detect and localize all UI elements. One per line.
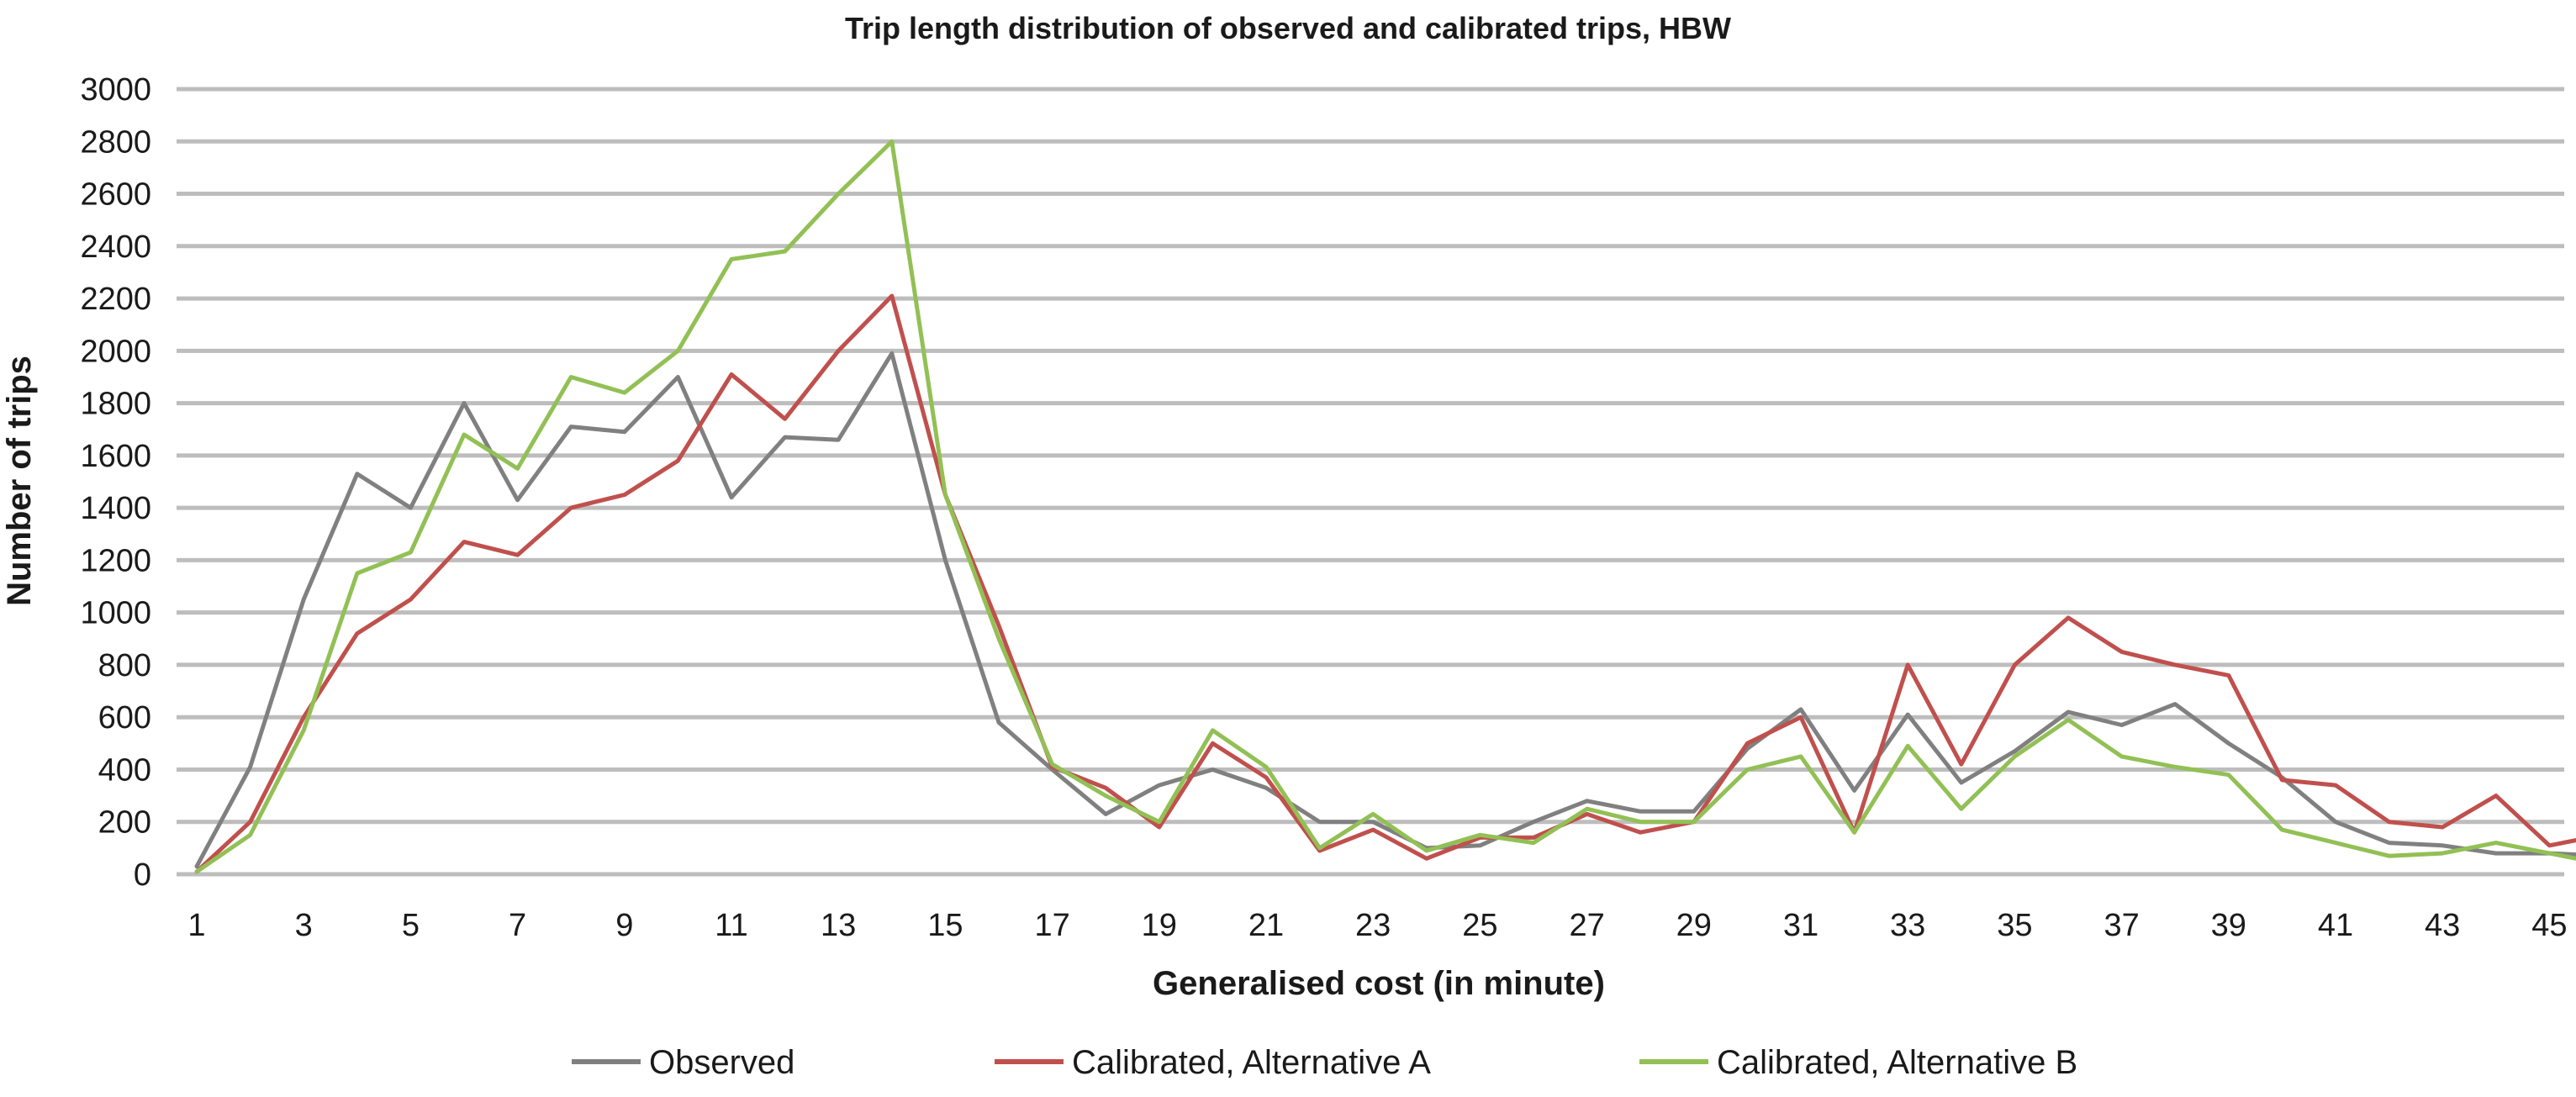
x-tick-label: 33 [1890, 908, 1925, 943]
x-tick-label: 5 [402, 908, 420, 943]
x-tick-label: 25 [1462, 908, 1497, 943]
y-tick-label: 400 [98, 752, 151, 788]
legend-label-1: Observed [649, 1044, 794, 1081]
y-tick-label: 1800 [80, 387, 151, 422]
x-tick-label: 3 [295, 908, 313, 943]
series-line-1 [194, 351, 2576, 869]
x-tick-label: 39 [2211, 908, 2246, 943]
y-tick-label: 1600 [80, 439, 151, 474]
x-tick-label: 41 [2318, 908, 2353, 943]
y-tick-label: 2000 [80, 334, 151, 369]
x-tick-label: 9 [615, 908, 633, 943]
x-tick-label: 45 [2531, 908, 2567, 943]
x-tick-label: 17 [1034, 908, 1069, 943]
y-tick-label: 2600 [80, 177, 151, 213]
x-tick-label: 31 [1783, 908, 1819, 943]
x-tick-label: 23 [1355, 908, 1391, 943]
y-tick-label: 1400 [80, 491, 151, 526]
x-tick-label: 43 [2425, 908, 2460, 943]
y-tick-label: 2800 [80, 124, 151, 160]
y-tick-label: 2400 [80, 229, 151, 265]
series-lines [194, 139, 2576, 874]
x-tick-label: 11 [715, 908, 747, 943]
series-line-2 [194, 293, 2576, 874]
y-tick-label: 1000 [80, 596, 151, 631]
x-tick-label: 21 [1248, 908, 1284, 943]
series-line-3 [194, 139, 2576, 874]
legend-label-3: Calibrated, Alternative B [1717, 1044, 2077, 1081]
gridlines [177, 87, 2564, 877]
x-tick-label: 19 [1142, 908, 1177, 943]
y-axis-title: Number of trips [1, 356, 38, 606]
y-tick-label: 3000 [80, 72, 151, 108]
legend-label-2: Calibrated, Alternative A [1072, 1044, 1431, 1081]
x-tick-label: 13 [821, 908, 856, 943]
legend: Observed Calibrated, Alternative A Calibra… [572, 1044, 2077, 1081]
x-tick-label: 27 [1569, 908, 1604, 943]
y-tick-label: 800 [98, 648, 151, 683]
y-tick-label: 600 [98, 700, 151, 736]
x-axis-ticks: 1 3 5 7 9 11 13 15 17 19 21 23 25 27 29 31 33 35 37 39 41 43 4… [187, 908, 2567, 943]
x-tick-label: 35 [1997, 908, 2032, 943]
x-tick-label: 1 [187, 908, 205, 943]
x-tick-label: 15 [927, 908, 963, 943]
y-tick-label: 200 [98, 805, 151, 841]
y-tick-label: 2200 [80, 282, 151, 317]
x-tick-label: 29 [1676, 908, 1712, 943]
y-tick-label: 0 [134, 857, 151, 893]
x-tick-label: 7 [509, 908, 526, 943]
x-axis-title: Generalised cost (in minute) [1153, 965, 1605, 1002]
y-axis-ticks: 0 200 400 600 800 1000 1200 1400 1600 1800 2000 220… [80, 72, 151, 893]
chart-title: Trip length distribution of observed and… [845, 11, 1731, 45]
y-tick-label: 1200 [80, 543, 151, 578]
x-tick-label: 37 [2104, 908, 2139, 943]
